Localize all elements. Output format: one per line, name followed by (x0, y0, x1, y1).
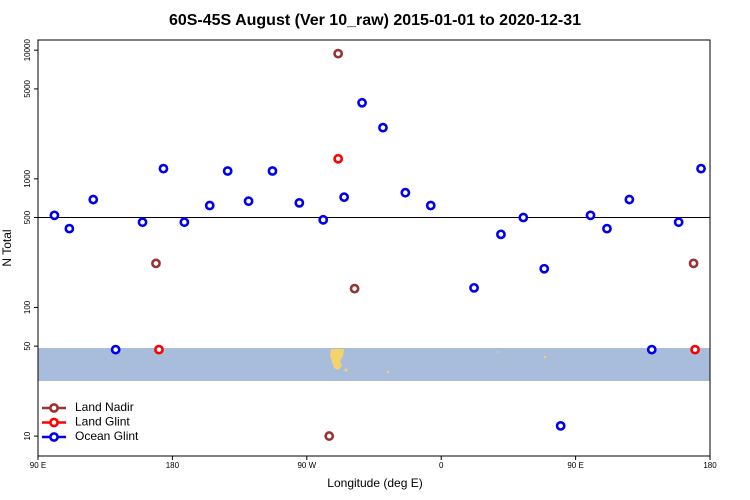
x-axis-label: Longitude (deg E) (327, 476, 422, 490)
data-point (49, 210, 60, 221)
legend-label: Ocean Glint (75, 429, 139, 443)
data-point (496, 229, 506, 240)
data-point (425, 200, 436, 211)
data-point (518, 212, 529, 223)
data-point (158, 163, 169, 174)
data-point (400, 187, 411, 198)
legend-marker (49, 417, 59, 428)
land-shape (330, 349, 344, 370)
data-point (690, 344, 700, 355)
data-point (318, 214, 329, 225)
x-tick-label: 180 (703, 461, 717, 470)
legend-label: Land Glint (75, 415, 130, 429)
data-point (179, 217, 190, 228)
data-point (624, 194, 635, 205)
data-point (110, 344, 121, 355)
land-shape (386, 370, 390, 374)
x-tick-label: 180 (166, 461, 180, 470)
y-tick-label: 500 (23, 210, 32, 224)
legend-marker (49, 403, 59, 413)
data-point (204, 200, 215, 211)
data-point (349, 283, 360, 294)
y-tick-label: 50 (23, 341, 32, 350)
data-point (151, 258, 161, 269)
data-point (339, 192, 350, 203)
x-tick-label: 0 (439, 461, 444, 470)
data-point (64, 223, 75, 234)
plot-frame (37, 39, 711, 457)
data-point (137, 217, 148, 228)
data-point (324, 431, 335, 441)
data-point (539, 263, 550, 274)
data-point (673, 217, 684, 228)
data-point (555, 420, 566, 431)
data-point (267, 166, 278, 176)
y-tick-label: 100 (23, 300, 32, 314)
data-point (378, 122, 388, 133)
data-point (585, 210, 596, 221)
data-point (602, 223, 612, 234)
data-point (88, 194, 99, 205)
x-tick-label: 90 E (30, 461, 46, 470)
data-point (294, 197, 305, 208)
data-point (688, 258, 699, 269)
x-tick-label: 90 W (297, 461, 316, 470)
chart-title: 60S-45S August (Ver 10_raw) 2015-01-01 t… (169, 12, 581, 29)
land-shape (344, 368, 348, 372)
map-band (38, 348, 710, 381)
y-tick-label: 10000 (23, 39, 32, 62)
data-point (333, 153, 344, 164)
data-point (696, 163, 706, 174)
y-tick-label: 5000 (23, 79, 32, 97)
y-axis-label: N Total (0, 229, 14, 266)
data-point (154, 344, 164, 355)
data-point (243, 196, 254, 207)
legend-marker (49, 432, 59, 442)
data-point (222, 166, 233, 176)
land-shape (497, 351, 499, 353)
y-tick-label: 1000 (23, 169, 32, 187)
data-point (469, 282, 479, 293)
y-tick-label: 10 (23, 431, 32, 440)
data-point (357, 97, 367, 108)
data-point (646, 344, 657, 355)
land-shapes (330, 349, 547, 374)
x-tick-label: 90 E (567, 461, 583, 470)
data-point (333, 48, 344, 59)
land-shape (543, 355, 547, 359)
legend-label: Land Nadir (75, 400, 134, 414)
